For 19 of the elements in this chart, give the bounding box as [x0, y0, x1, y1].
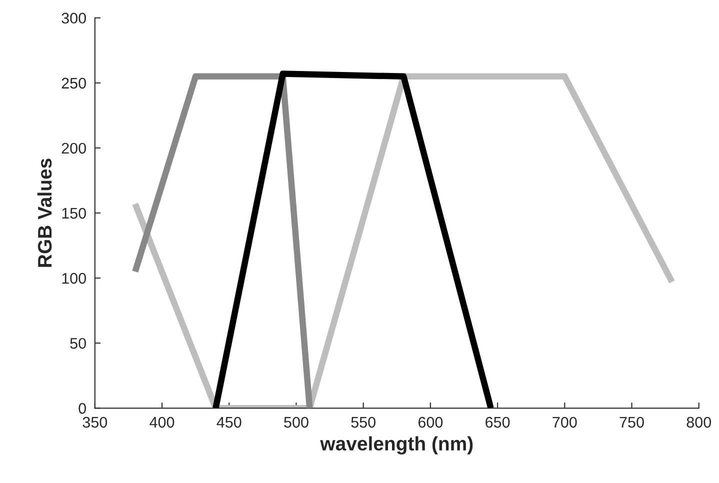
x-tick-label: 350 — [82, 416, 108, 428]
x-tick-label: 550 — [351, 416, 376, 428]
y-tick-label: 200 — [62, 142, 86, 154]
x-tick-label: 600 — [418, 416, 443, 428]
y-tick-label: 300 — [62, 12, 86, 24]
x-tick-label: 400 — [150, 416, 174, 428]
x-axis-title: wavelength (nm) — [320, 436, 473, 454]
x-tick-label: 450 — [216, 416, 242, 428]
x-tick-label: 700 — [552, 416, 577, 428]
x-tick-label: 500 — [284, 416, 308, 428]
y-axis-title: RGB Values — [37, 158, 52, 267]
y-tick-label: 250 — [62, 78, 86, 89]
y-tick-label: 50 — [70, 338, 86, 349]
x-tick-label: 750 — [620, 416, 644, 428]
x-tick-label: 650 — [486, 416, 510, 428]
x-tick-label: 800 — [686, 416, 712, 428]
y-tick-label: 100 — [62, 272, 86, 284]
y-tick-label: 0 — [78, 403, 86, 414]
y-tick-label: 150 — [62, 208, 86, 219]
